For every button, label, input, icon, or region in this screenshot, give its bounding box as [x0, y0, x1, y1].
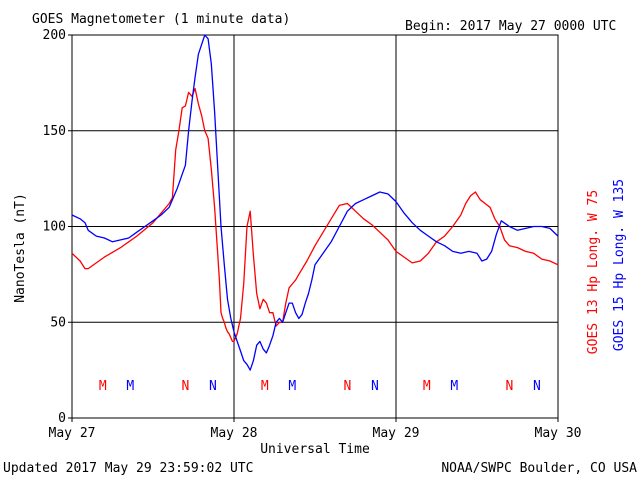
x-tick-label: May 28: [211, 426, 258, 441]
credit-text: NOAA/SWPC Boulder, CO USA: [441, 461, 637, 476]
y-tick-label: 0: [58, 411, 66, 426]
series-layer: [71, 34, 559, 371]
series-line-goes15: [71, 34, 559, 371]
series-marker: M: [288, 379, 296, 394]
series-marker: M: [261, 379, 269, 394]
series-marker: M: [126, 379, 134, 394]
legend-goes15: GOES 15 Hp Long. W 135: [612, 179, 627, 351]
y-axis-label: NanoTesla (nT): [13, 193, 28, 303]
series-marker: M: [423, 379, 431, 394]
updated-timestamp: Updated 2017 May 29 23:59:02 UTC: [3, 461, 253, 476]
series-marker: N: [533, 379, 541, 394]
series-marker: N: [343, 379, 351, 394]
series-marker: M: [99, 379, 107, 394]
series-marker: N: [181, 379, 189, 394]
x-tick-label: May 30: [535, 426, 582, 441]
grid-layer: [72, 35, 558, 418]
series-marker: N: [371, 379, 379, 394]
y-tick-label: 150: [43, 124, 66, 139]
series-marker: N: [209, 379, 217, 394]
y-tick-label: 50: [50, 315, 66, 330]
chart-title: GOES Magnetometer (1 minute data): [32, 12, 290, 27]
series-line-goes13: [71, 87, 559, 343]
y-tick-label: 100: [43, 220, 66, 235]
x-tick-label: May 29: [373, 426, 420, 441]
y-axis-ticks: 0 50 100 150 200: [43, 28, 72, 426]
series-marker: N: [505, 379, 513, 394]
series-marker: M: [450, 379, 458, 394]
x-axis-label: Universal Time: [260, 442, 370, 457]
y-tick-label: 200: [43, 28, 66, 43]
x-axis-ticks: May 27 May 28 May 29 May 30: [49, 418, 582, 441]
legend-goes13: GOES 13 Hp Long. W 75: [586, 190, 601, 354]
begin-label: Begin: 2017 May 27 0000 UTC: [405, 19, 616, 34]
x-tick-label: May 27: [49, 426, 96, 441]
